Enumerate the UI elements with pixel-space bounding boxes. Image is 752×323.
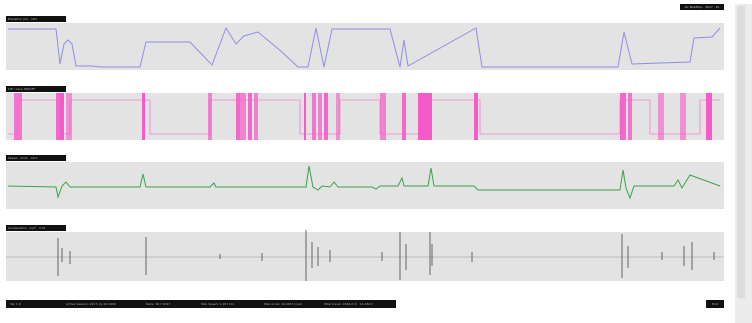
lift-block — [60, 93, 64, 140]
exit-button[interactable]: Exit — [706, 300, 724, 308]
speed-panel-label: Speed · km/h · 43.0 — [6, 155, 66, 161]
lift-block — [318, 93, 322, 140]
status-session: Active Session: 2017-11-10 0900 — [66, 302, 116, 306]
lift-block — [312, 93, 316, 140]
lift-block — [474, 93, 478, 140]
altitude-panel-label: Elevation (m) · 184 — [6, 16, 66, 22]
lift-block — [66, 93, 72, 140]
lift-panel[interactable] — [6, 93, 724, 140]
lift-block — [254, 93, 258, 140]
lift-block — [380, 93, 386, 140]
status-total: Total travel: 1826.6 m · 10.180 h — [324, 302, 374, 306]
lift-block — [706, 93, 712, 140]
lift-block — [240, 93, 246, 140]
status-date: Date: 18.7.2017 — [146, 302, 171, 306]
status-version: Ver 1.0 — [10, 302, 21, 306]
status-max-accel: Max Accel: 10.0057 m/s2 — [264, 302, 302, 306]
lift-block — [324, 93, 328, 140]
altitude-series-line — [8, 26, 721, 68]
lift-block — [680, 93, 686, 140]
altitude-panel[interactable] — [6, 23, 724, 70]
lift-block — [248, 93, 252, 140]
speed-series-line — [7, 165, 721, 200]
lift-block — [56, 93, 62, 140]
vertical-scrollbar[interactable] — [737, 6, 745, 298]
status-max-speed: Max Speed: 1.267 km — [201, 302, 234, 306]
lift-block — [336, 93, 340, 140]
lift-block — [620, 93, 626, 140]
lift-series-line — [8, 99, 720, 135]
lift-block — [628, 93, 632, 140]
lift-series — [8, 93, 720, 140]
speed-panel[interactable] — [6, 162, 724, 209]
session-badge: AC Roadtrip · 2017 · 1h — [680, 4, 724, 10]
acceleration-panel[interactable] — [6, 232, 724, 281]
status-bar: Ver 1.0 Active Session: 2017-11-10 0900 … — [6, 300, 396, 308]
lift-block — [418, 93, 432, 140]
lift-panel-label: Lift / Lane ON/OFF — [6, 86, 66, 92]
acceleration-panel-label: Acceleration · m/s² · 0.01 — [6, 225, 66, 231]
lift-block — [236, 93, 240, 140]
lift-block — [304, 93, 306, 140]
lift-block — [658, 93, 664, 140]
lift-block — [402, 93, 406, 140]
acceleration-series — [57, 230, 715, 281]
lift-block — [142, 93, 145, 140]
